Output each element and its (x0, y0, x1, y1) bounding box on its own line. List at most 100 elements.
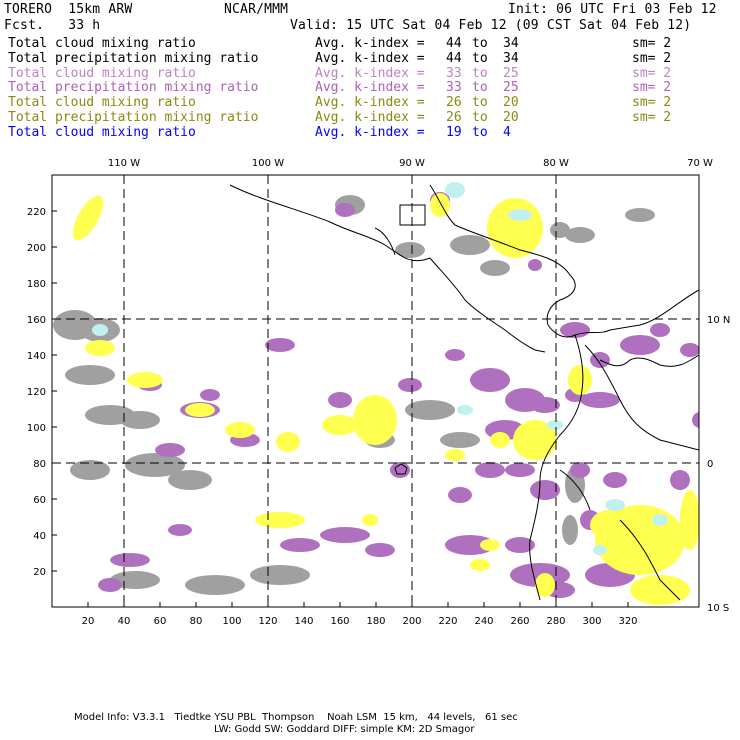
cloud-cell (535, 573, 555, 597)
legend-kindex-from: 44 (446, 50, 462, 66)
cloud-cell (530, 480, 560, 500)
grid-x-label: 40 (118, 616, 131, 627)
grid-x-label: 100 (222, 616, 241, 627)
cloud-cell (692, 412, 699, 428)
cloud-cell (445, 182, 465, 198)
cloud-cell (353, 395, 397, 445)
longitude-label: 90 W (399, 158, 425, 169)
cloud-cell (560, 322, 590, 338)
coastline-path (529, 334, 584, 601)
cloud-cell (430, 193, 450, 217)
cloud-cell (650, 323, 670, 337)
legend-kindex-to: 4 (503, 124, 511, 140)
legend-smoothing: sm= 2 (632, 110, 672, 125)
cloud-cell (590, 510, 630, 540)
cloud-cell (593, 545, 607, 555)
longitude-label: 70 W (687, 158, 713, 169)
cloud-cell (365, 543, 395, 557)
cloud-cell (92, 324, 108, 336)
cloud-cell (280, 538, 320, 552)
cloud-cell (398, 378, 422, 392)
legend-smoothing: sm= 2 (632, 36, 672, 51)
cloud-cell (505, 463, 535, 477)
cloud-cell (250, 565, 310, 585)
cloud-cell (528, 259, 542, 271)
coastline-path (394, 463, 408, 475)
grid-y-label: 60 (33, 495, 46, 506)
legend-field-name: Total cloud mixing ratio (8, 65, 196, 81)
grid-x-label: 140 (294, 616, 313, 627)
model-title: TORERO 15km ARW (4, 2, 133, 17)
cloud-cell (200, 389, 220, 401)
grid-x-label: 20 (82, 616, 95, 627)
legend-kindex-label: Avg. k-index = (315, 50, 425, 66)
grid-y-label: 20 (33, 567, 46, 578)
cloud-cell (487, 198, 543, 258)
grid-y-label: 160 (27, 315, 46, 326)
coastline-path (399, 204, 426, 226)
cloud-cell (225, 422, 255, 438)
legend-kindex-from: 26 (446, 95, 462, 111)
cloud-cell (98, 578, 122, 592)
cloud-cell (470, 559, 490, 571)
cloud-cell (625, 208, 655, 222)
cloud-cell (168, 470, 212, 490)
valid-time: Valid: 15 UTC Sat 04 Feb 12 (09 CST Sat … (290, 18, 692, 33)
grid-x-label: 80 (190, 616, 203, 627)
cloud-cell (513, 420, 557, 460)
cloud-cell (450, 235, 490, 255)
grid-y-label: 220 (27, 207, 46, 218)
legend-field-name: Total cloud mixing ratio (8, 36, 196, 51)
cloud-cell (680, 490, 699, 550)
legend-smoothing: sm= 2 (632, 65, 672, 81)
cloud-cell (562, 515, 578, 545)
cloud-cell (255, 512, 305, 528)
grid-x-label: 300 (582, 616, 601, 627)
cloud-cell (440, 432, 480, 448)
legend-kindex-from: 44 (446, 36, 462, 51)
legend-kindex-to: 34 (503, 36, 519, 51)
latitude-label: 10 N (707, 315, 730, 326)
legend-kindex-label: Avg. k-index = (315, 95, 425, 111)
grid-x-label: 320 (618, 616, 637, 627)
coastline-path (547, 289, 699, 338)
cloud-cell (155, 443, 185, 457)
cloud-cell (110, 571, 160, 589)
organization: NCAR/MMM (224, 2, 289, 17)
cloud-cell (320, 527, 370, 543)
forecast-hour: Fcst. 33 h (4, 18, 101, 33)
legend-field-name: Total precipitation mixing ratio (8, 110, 259, 125)
longitude-label: 110 W (108, 158, 140, 169)
legend-smoothing: sm= 2 (632, 95, 672, 111)
legend-field-name: Total precipitation mixing ratio (8, 50, 259, 66)
cloud-cell (457, 405, 473, 415)
coastline-path (429, 184, 576, 326)
cloud-cell (565, 227, 595, 243)
grid-x-label: 280 (546, 616, 565, 627)
grid-y-label: 100 (27, 423, 46, 434)
grid-x-label: 260 (510, 616, 529, 627)
cloud-cell (127, 372, 163, 388)
cloud-cell (620, 335, 660, 355)
cloud-cell (125, 453, 185, 477)
cloud-cell (168, 524, 192, 536)
cloud-cell (505, 537, 535, 553)
grid-x-label: 180 (366, 616, 385, 627)
cloud-cell (475, 462, 505, 478)
coastline-path (619, 519, 681, 601)
legend-field-name: Total cloud mixing ratio (8, 95, 196, 111)
cloud-cell (652, 514, 668, 526)
legend-kindex-label: Avg. k-index = (315, 110, 425, 125)
latitude-label: 0 (707, 459, 713, 470)
cloud-cell (445, 535, 495, 555)
legend-kindex-to-word: to (472, 95, 488, 111)
cloud-cell (490, 432, 510, 448)
legend-kindex-from: 19 (446, 124, 462, 140)
cloud-cell (508, 209, 532, 221)
cloud-cell (603, 472, 627, 488)
cloud-cell (670, 470, 690, 490)
cloud-cell (530, 397, 560, 413)
coastline-path (374, 227, 396, 256)
cloud-cell (480, 260, 510, 276)
legend-kindex-from: 26 (446, 110, 462, 125)
